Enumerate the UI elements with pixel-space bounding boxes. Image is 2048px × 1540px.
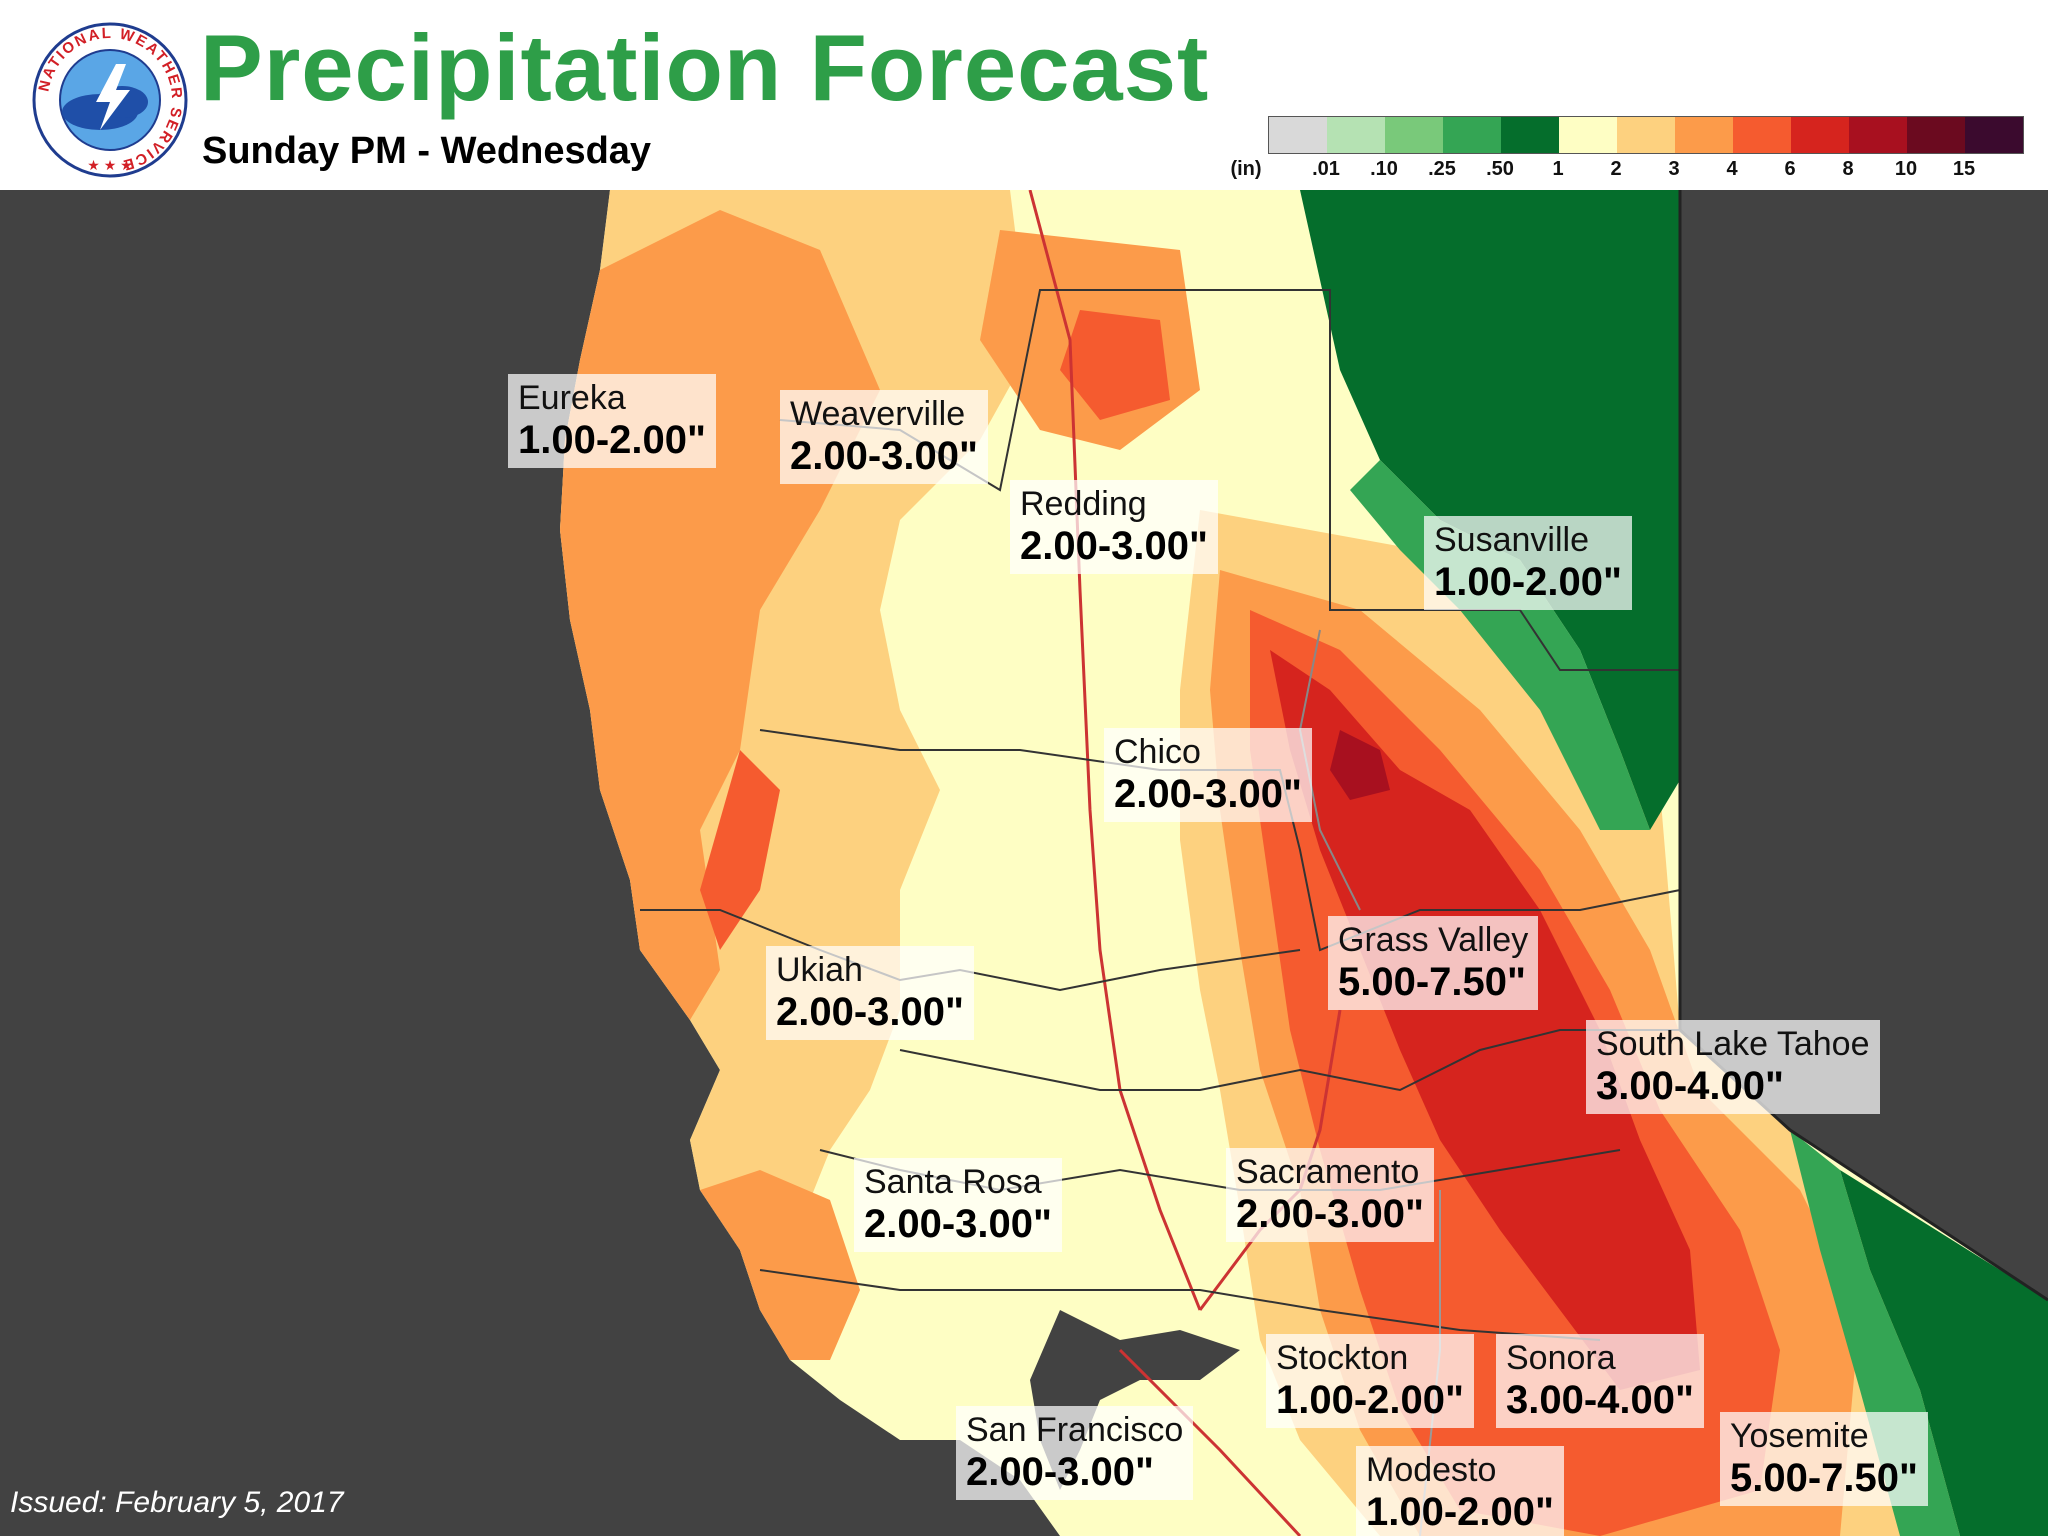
nws-logo-icon: NATIONAL WEATHER SERVICE ★ ★ ★	[32, 22, 188, 178]
legend-labels: (in) .01 .10 .25 .50 1 2 3 4 6 8 10 15	[1230, 154, 2024, 184]
page-title: Precipitation Forecast	[200, 15, 1210, 120]
legend-swatch	[1501, 117, 1559, 153]
city-label-grass-valley: Grass Valley 5.00-7.50"	[1328, 916, 1539, 1010]
legend-swatch	[1443, 117, 1501, 153]
legend-label: 3	[1668, 158, 1680, 180]
city-label-chico: Chico 2.00-3.00"	[1104, 728, 1312, 822]
legend-swatches	[1268, 116, 2024, 154]
city-label-weaverville: Weaverville 2.00-3.00"	[780, 390, 988, 484]
city-label-south-lake-tahoe: South Lake Tahoe 3.00-4.00"	[1586, 1020, 1880, 1114]
legend-swatch	[1965, 117, 2023, 153]
legend-label: 6	[1784, 158, 1796, 180]
issued-date: Issued: February 5, 2017	[10, 1486, 344, 1519]
legend-swatch	[1675, 117, 1733, 153]
legend-label: .25	[1428, 158, 1456, 180]
legend-unit: (in)	[1230, 158, 1262, 180]
city-label-susanville: Susanville 1.00-2.00"	[1424, 516, 1632, 610]
city-label-modesto: Modesto 1.00-2.00"	[1356, 1446, 1564, 1540]
city-label-ukiah: Ukiah 2.00-3.00"	[766, 946, 974, 1040]
header: NATIONAL WEATHER SERVICE ★ ★ ★ Precipita…	[0, 0, 2048, 190]
svg-text:★ ★ ★: ★ ★ ★	[87, 157, 132, 173]
legend-label: 1	[1552, 158, 1564, 180]
legend-swatch	[1559, 117, 1617, 153]
city-label-sonora: Sonora 3.00-4.00"	[1496, 1334, 1704, 1428]
legend-label: 15	[1952, 158, 1976, 180]
legend-label: .01	[1312, 158, 1340, 180]
page-subtitle: Sunday PM - Wednesday	[202, 130, 652, 172]
legend-label: .10	[1370, 158, 1398, 180]
city-label-sacramento: Sacramento 2.00-3.00"	[1226, 1148, 1434, 1242]
legend-swatch	[1617, 117, 1675, 153]
map-canvas	[560, 190, 2048, 1536]
legend-swatch	[1385, 117, 1443, 153]
legend-label: 2	[1610, 158, 1622, 180]
legend-swatch	[1733, 117, 1791, 153]
city-label-redding: Redding 2.00-3.00"	[1010, 480, 1218, 574]
legend-label: 8	[1842, 158, 1854, 180]
legend-swatch	[1849, 117, 1907, 153]
legend-swatch	[1907, 117, 1965, 153]
legend-swatch	[1327, 117, 1385, 153]
legend-label: 4	[1726, 158, 1738, 180]
city-label-santa-rosa: Santa Rosa 2.00-3.00"	[854, 1158, 1062, 1252]
city-label-eureka: Eureka 1.00-2.00"	[508, 374, 716, 468]
legend-swatch	[1269, 117, 1327, 153]
precipitation-map: Eureka 1.00-2.00" Weaverville 2.00-3.00" R…	[0, 190, 2048, 1540]
legend-label: .50	[1486, 158, 1514, 180]
city-label-stockton: Stockton 1.00-2.00"	[1266, 1334, 1474, 1428]
legend-swatch	[1791, 117, 1849, 153]
city-label-san-francisco: San Francisco 2.00-3.00"	[956, 1406, 1194, 1500]
precipitation-legend: (in) .01 .10 .25 .50 1 2 3 4 6 8 10 15	[1230, 116, 2024, 184]
legend-label: 10	[1894, 158, 1918, 180]
city-label-yosemite: Yosemite 5.00-7.50"	[1720, 1412, 1928, 1506]
